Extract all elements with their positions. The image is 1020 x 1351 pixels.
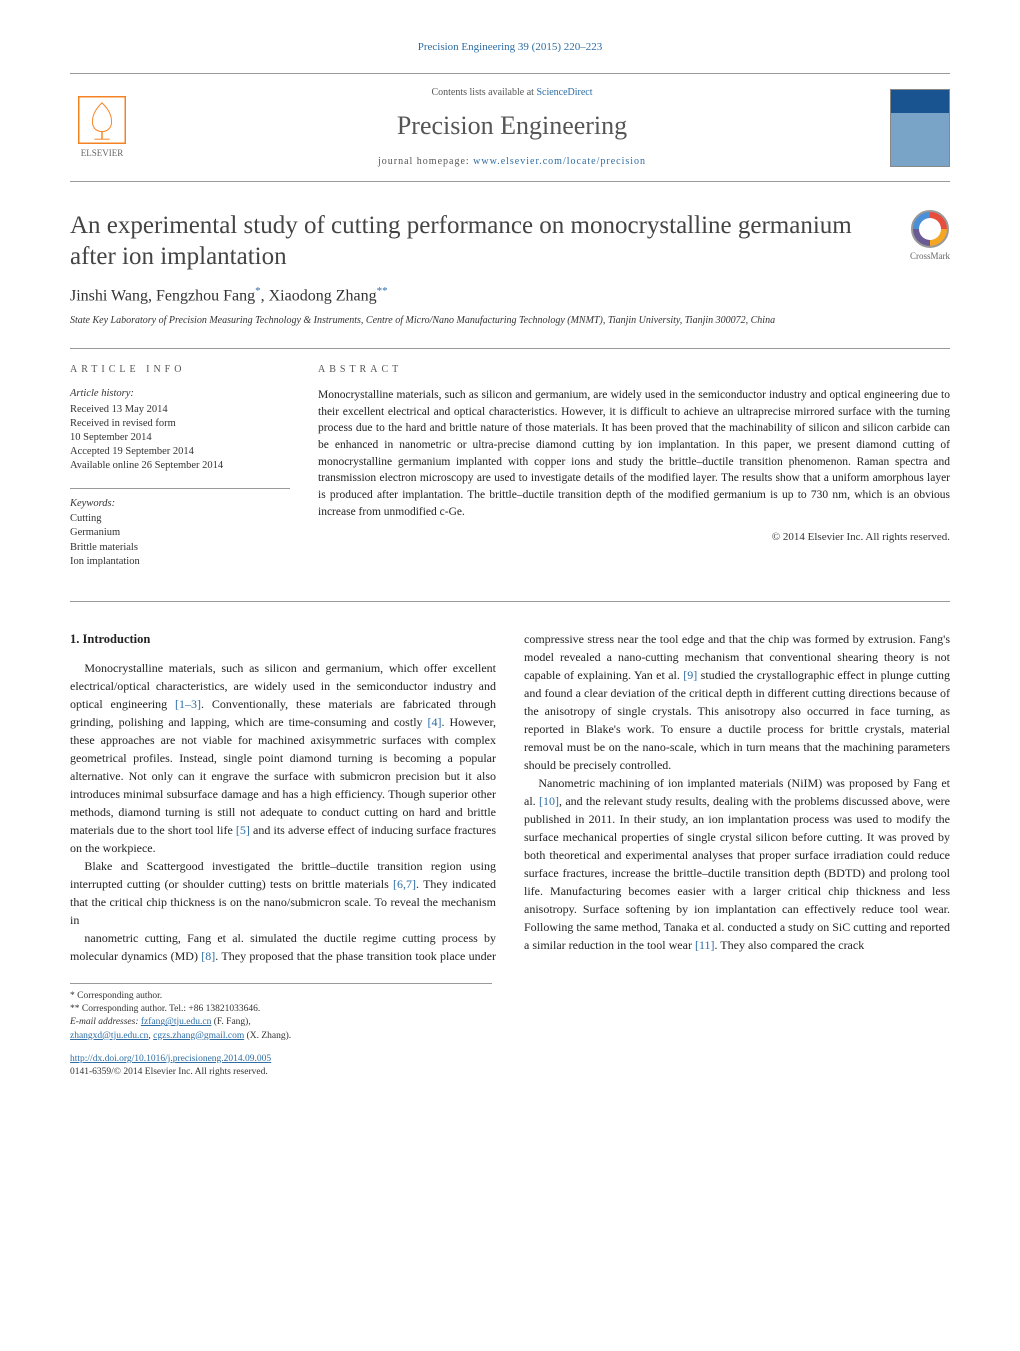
- history-line: Received 13 May 2014: [70, 403, 290, 417]
- emails-label: E-mail addresses:: [70, 1017, 141, 1027]
- abstract-column: ABSTRACT Monocrystalline materials, such…: [318, 363, 950, 583]
- authors-line: Jinshi Wang, Fengzhou Fang*, Xiaodong Zh…: [70, 284, 950, 308]
- crossmark-label: CrossMark: [910, 250, 950, 263]
- article-info-label: ARTICLE INFO: [70, 363, 290, 377]
- corresponding-2: ** Corresponding author. Tel.: +86 13821…: [70, 1003, 492, 1016]
- keywords-block: Keywords: Cutting Germanium Brittle mate…: [70, 488, 290, 569]
- affiliation: State Key Laboratory of Precision Measur…: [70, 314, 950, 328]
- abstract-text: Monocrystalline materials, such as silic…: [318, 387, 950, 520]
- corresponding-1: * Corresponding author.: [70, 990, 492, 1003]
- elsevier-logo: ELSEVIER: [70, 92, 134, 164]
- history-line: Received in revised form: [70, 417, 290, 431]
- journal-reference: Precision Engineering 39 (2015) 220–223: [70, 40, 950, 55]
- email-addresses-2: zhangxd@tju.edu.cn, cgzs.zhang@gmail.com…: [70, 1030, 492, 1043]
- keyword: Germanium: [70, 526, 290, 540]
- crossmark-badge[interactable]: CrossMark: [910, 210, 950, 263]
- contents-available: Contents lists available at ScienceDirec…: [134, 86, 890, 100]
- author-2: Fengzhou Fang: [156, 288, 255, 305]
- email-link[interactable]: zhangxd@tju.edu.cn: [70, 1031, 148, 1041]
- history-heading: Article history:: [70, 387, 290, 402]
- article-body: 1. Introduction Monocrystalline material…: [70, 630, 950, 965]
- journal-header: ELSEVIER Contents lists available at Sci…: [70, 73, 950, 181]
- body-paragraph: Blake and Scattergood investigated the b…: [70, 857, 496, 929]
- history-line: Accepted 19 September 2014: [70, 445, 290, 459]
- abstract-label: ABSTRACT: [318, 363, 950, 377]
- crossmark-icon: [911, 210, 949, 248]
- keyword: Brittle materials: [70, 541, 290, 555]
- history-line: Available online 26 September 2014: [70, 459, 290, 473]
- email-link[interactable]: fzfang@tju.edu.cn: [141, 1017, 211, 1027]
- keywords-heading: Keywords:: [70, 497, 290, 512]
- body-paragraph: Monocrystalline materials, such as silic…: [70, 659, 496, 857]
- article-history: Article history: Received 13 May 2014 Re…: [70, 387, 290, 474]
- footer: http://dx.doi.org/10.1016/j.precisioneng…: [70, 1053, 950, 1080]
- article-title: An experimental study of cutting perform…: [70, 210, 910, 273]
- email-addresses: E-mail addresses: fzfang@tju.edu.cn (F. …: [70, 1016, 492, 1029]
- issn-copyright: 0141-6359/© 2014 Elsevier Inc. All right…: [70, 1067, 268, 1077]
- author-2-mark: *: [255, 285, 261, 297]
- keyword: Ion implantation: [70, 555, 290, 569]
- sciencedirect-link[interactable]: ScienceDirect: [536, 87, 592, 98]
- history-line: 10 September 2014: [70, 431, 290, 445]
- journal-cover-thumbnail: [890, 89, 950, 167]
- meta-abstract-block: ARTICLE INFO Article history: Received 1…: [70, 348, 950, 602]
- email-who: (X. Zhang).: [244, 1031, 291, 1041]
- section-heading-1: 1. Introduction: [70, 630, 496, 649]
- elsevier-tree-icon: [78, 96, 126, 144]
- keyword: Cutting: [70, 512, 290, 526]
- homepage-prefix: journal homepage:: [378, 156, 473, 167]
- abstract-copyright: © 2014 Elsevier Inc. All rights reserved…: [318, 530, 950, 545]
- doi-link[interactable]: http://dx.doi.org/10.1016/j.precisioneng…: [70, 1054, 271, 1064]
- article-info-column: ARTICLE INFO Article history: Received 1…: [70, 363, 290, 583]
- author-3-mark: **: [377, 285, 388, 297]
- footnotes: * Corresponding author. ** Corresponding…: [70, 983, 492, 1043]
- email-link[interactable]: cgzs.zhang@gmail.com: [153, 1031, 244, 1041]
- journal-title: Precision Engineering: [134, 108, 890, 144]
- contents-prefix: Contents lists available at: [431, 87, 536, 98]
- homepage-link[interactable]: www.elsevier.com/locate/precision: [473, 156, 646, 167]
- body-paragraph: Nanometric machining of ion implanted ma…: [524, 774, 950, 954]
- author-3: Xiaodong Zhang: [269, 288, 377, 305]
- author-1: Jinshi Wang: [70, 288, 148, 305]
- email-who: (F. Fang),: [211, 1017, 250, 1027]
- journal-homepage: journal homepage: www.elsevier.com/locat…: [134, 155, 890, 169]
- elsevier-label: ELSEVIER: [81, 147, 124, 160]
